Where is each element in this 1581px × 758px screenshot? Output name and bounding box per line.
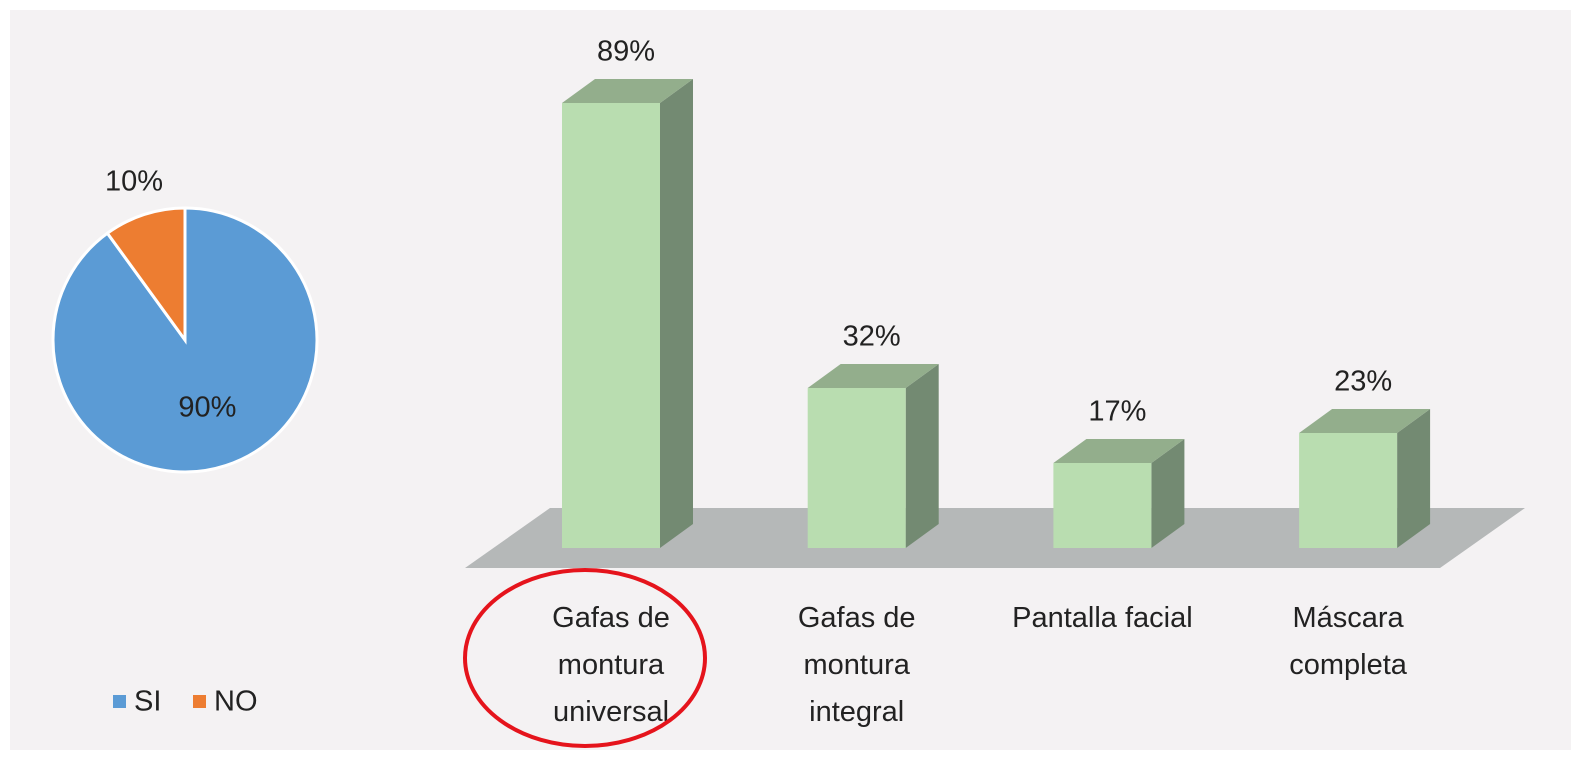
floor <box>465 508 1525 568</box>
legend-label: SI <box>134 686 161 718</box>
legend-swatch <box>113 695 126 708</box>
highlight-ellipse <box>463 568 707 748</box>
bar-side <box>1397 409 1431 548</box>
bar-side <box>660 79 693 548</box>
category-label: Gafas de montura integral <box>797 602 916 728</box>
legend-label: NO <box>214 686 258 718</box>
data-label: 17% <box>1088 396 1146 428</box>
bar <box>807 364 939 548</box>
bar-front <box>807 388 906 548</box>
data-label: 90% <box>178 392 236 424</box>
bar-top <box>1299 409 1431 433</box>
category-label: Máscara completa <box>1289 602 1407 681</box>
bar <box>1299 409 1431 548</box>
data-label: 89% <box>597 36 655 68</box>
bar <box>1053 439 1185 548</box>
bar-side <box>1151 439 1185 548</box>
bar-side <box>905 364 939 548</box>
legend-swatch <box>193 695 206 708</box>
category-label: Gafas de montura universal <box>552 602 670 728</box>
bar-front <box>562 103 660 548</box>
bar-top <box>1053 439 1185 463</box>
bar-front <box>1299 433 1398 548</box>
bar <box>562 79 693 548</box>
pie-slice <box>105 206 187 345</box>
bar-top <box>562 79 693 103</box>
data-label: 32% <box>843 321 901 353</box>
category-label: Pantalla facial <box>1012 602 1193 634</box>
bar-top <box>807 364 939 388</box>
data-label: 23% <box>1334 366 1392 398</box>
bar-front <box>1053 463 1152 548</box>
data-label: 10% <box>105 166 163 198</box>
